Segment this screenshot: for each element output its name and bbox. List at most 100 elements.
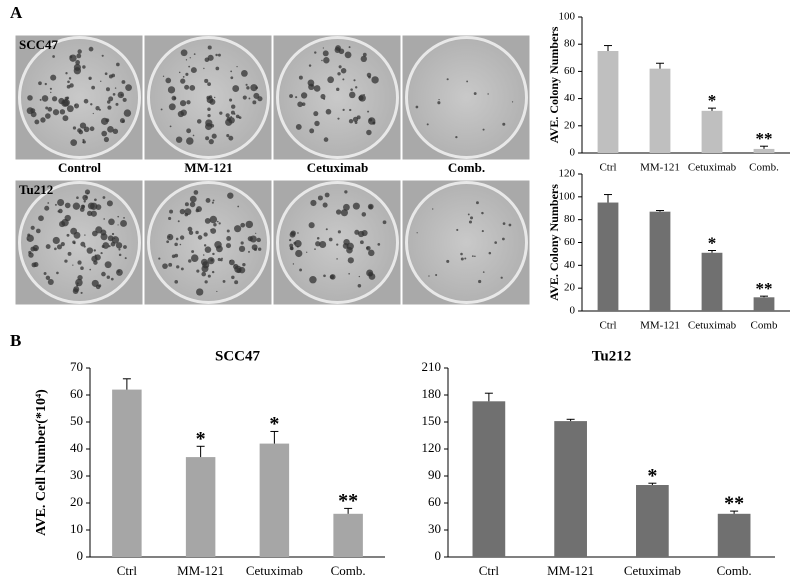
bar — [112, 389, 142, 557]
y-tick-label: 120 — [559, 168, 576, 180]
colony — [107, 105, 112, 110]
colony — [195, 230, 199, 235]
colony — [196, 269, 200, 273]
colony — [82, 140, 86, 144]
colony — [73, 231, 81, 239]
colony — [346, 246, 353, 254]
colony — [207, 82, 211, 86]
colony — [105, 118, 110, 123]
colony — [227, 192, 234, 199]
colony — [319, 241, 327, 249]
x-tick-label: Ctrl — [479, 563, 500, 578]
colony — [248, 250, 250, 253]
colony — [242, 95, 247, 100]
colony — [201, 265, 209, 273]
colony — [102, 196, 106, 199]
colony — [108, 218, 115, 226]
colony — [474, 255, 476, 258]
colony — [416, 232, 418, 234]
colony — [100, 252, 103, 255]
x-tick-label: Cetuximab — [624, 563, 681, 578]
colony — [92, 112, 94, 115]
colony — [349, 108, 352, 112]
colony — [207, 54, 214, 61]
colony — [67, 251, 72, 256]
bar — [472, 401, 506, 557]
colony — [358, 94, 366, 102]
colony — [367, 110, 370, 113]
colony — [466, 80, 469, 83]
colony — [40, 117, 46, 123]
colony — [196, 288, 204, 296]
colony — [107, 125, 114, 133]
colony — [72, 202, 81, 210]
significance-marker: * — [708, 91, 717, 110]
x-tick-label: Cetuximab — [246, 563, 303, 578]
colony — [178, 71, 181, 74]
colony — [309, 275, 317, 284]
colony — [89, 126, 95, 132]
colony — [187, 226, 193, 232]
colony — [72, 264, 74, 266]
row-label: SCC47 — [19, 37, 59, 52]
colony — [62, 115, 69, 122]
colony — [34, 119, 40, 125]
colony — [209, 215, 218, 224]
colony — [43, 272, 47, 275]
colony — [39, 98, 42, 101]
colony — [77, 274, 83, 281]
significance-marker: ** — [756, 279, 773, 298]
y-tick-label: 150 — [422, 413, 442, 428]
colony — [230, 70, 233, 73]
colony — [350, 88, 353, 91]
colony — [359, 240, 364, 245]
colony — [179, 208, 186, 215]
colony — [115, 242, 123, 249]
row-label: Tu212 — [19, 182, 53, 197]
colony — [180, 78, 186, 84]
y-tick-label: 60 — [428, 494, 441, 509]
colony — [188, 65, 191, 68]
colony — [104, 261, 112, 269]
colony — [494, 241, 497, 244]
x-tick-label: Comb. — [749, 162, 779, 174]
colony — [314, 120, 320, 127]
colony — [205, 122, 213, 131]
colony — [111, 73, 116, 78]
plate — [405, 36, 528, 159]
colony — [467, 213, 470, 216]
colony — [174, 280, 179, 284]
colony — [45, 244, 51, 249]
x-tick-label: Comb. — [331, 563, 366, 578]
colony — [111, 232, 115, 236]
colony — [112, 93, 116, 96]
y-tick-label: 60 — [564, 236, 576, 248]
colony — [95, 204, 102, 211]
colony — [80, 204, 86, 210]
colony — [47, 202, 50, 204]
colony — [290, 246, 294, 251]
colony — [68, 77, 72, 80]
colony — [190, 254, 199, 262]
colony — [468, 220, 473, 224]
colony — [88, 76, 92, 80]
colony — [177, 110, 185, 118]
colony — [297, 101, 303, 108]
colony — [488, 251, 492, 255]
colony — [177, 220, 180, 223]
colony — [289, 231, 296, 238]
colony — [511, 101, 514, 103]
colony — [74, 104, 77, 106]
colony — [114, 87, 117, 89]
colony — [358, 275, 361, 278]
bar — [753, 148, 775, 153]
chart-title: Tu212 — [592, 348, 631, 364]
colony — [179, 100, 187, 107]
colony — [289, 94, 293, 98]
colony — [215, 245, 223, 253]
colony — [116, 269, 123, 276]
colony — [70, 139, 78, 147]
bar — [649, 68, 671, 153]
y-tick-label: 40 — [564, 92, 576, 104]
colony — [325, 108, 332, 115]
